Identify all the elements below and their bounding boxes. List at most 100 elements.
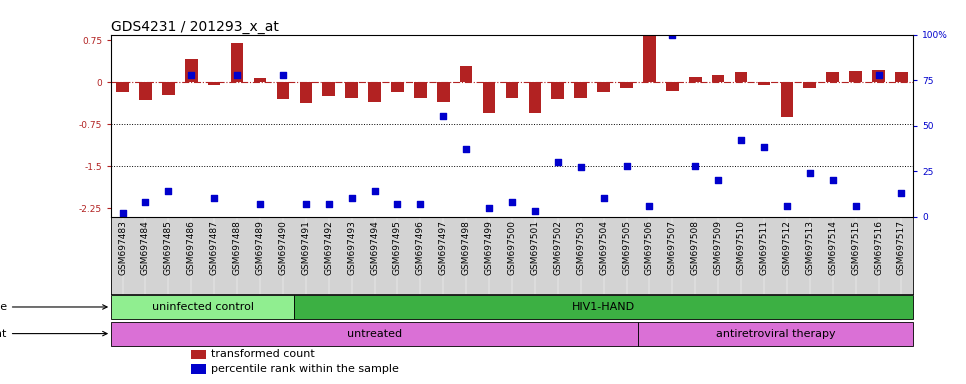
FancyBboxPatch shape	[111, 295, 295, 319]
Text: GSM697493: GSM697493	[347, 220, 356, 275]
Text: uninfected control: uninfected control	[152, 302, 254, 312]
Text: GSM697497: GSM697497	[439, 220, 448, 275]
Point	[780, 203, 795, 209]
Point	[275, 71, 291, 78]
Point	[298, 201, 314, 207]
Point	[207, 195, 222, 202]
Bar	[368, 82, 381, 103]
Text: GSM697494: GSM697494	[370, 220, 379, 275]
FancyBboxPatch shape	[111, 322, 638, 346]
Text: GSM697500: GSM697500	[507, 220, 517, 275]
Point	[825, 177, 840, 183]
Text: GSM697495: GSM697495	[393, 220, 402, 275]
Text: transformed count: transformed count	[212, 349, 315, 359]
Bar	[437, 82, 449, 103]
Bar	[139, 82, 152, 100]
Bar	[712, 76, 724, 82]
FancyBboxPatch shape	[295, 295, 913, 319]
Bar	[849, 71, 862, 82]
Text: GSM697484: GSM697484	[141, 220, 150, 275]
Point	[619, 162, 635, 169]
Text: GSM697486: GSM697486	[186, 220, 196, 275]
Point	[367, 188, 383, 194]
Text: GSM697501: GSM697501	[530, 220, 539, 275]
Text: GSM697513: GSM697513	[806, 220, 814, 275]
Bar	[804, 82, 816, 88]
Text: GSM697517: GSM697517	[896, 220, 906, 275]
Text: agent: agent	[0, 329, 107, 339]
Point	[733, 137, 749, 143]
Bar	[116, 82, 128, 92]
Point	[481, 204, 497, 210]
Text: GSM697488: GSM697488	[233, 220, 242, 275]
Point	[252, 201, 268, 207]
Bar	[191, 364, 206, 374]
Text: GSM697515: GSM697515	[851, 220, 860, 275]
Text: GSM697491: GSM697491	[301, 220, 310, 275]
Point	[573, 164, 588, 170]
Bar	[689, 76, 701, 82]
Bar	[643, 35, 656, 82]
Text: GSM697498: GSM697498	[462, 220, 470, 275]
Bar	[191, 349, 206, 359]
Point	[138, 199, 154, 205]
Bar	[414, 82, 427, 98]
Point	[389, 201, 405, 207]
Bar	[185, 59, 198, 82]
Bar	[460, 66, 472, 82]
Point	[160, 188, 176, 194]
Text: HIV1-HAND: HIV1-HAND	[572, 302, 636, 312]
Bar	[323, 82, 335, 96]
Text: percentile rank within the sample: percentile rank within the sample	[212, 364, 399, 374]
Point	[596, 195, 611, 202]
Point	[504, 199, 520, 205]
Text: GSM697487: GSM697487	[210, 220, 218, 275]
Text: GSM697511: GSM697511	[759, 220, 769, 275]
Point	[344, 195, 359, 202]
Text: antiretroviral therapy: antiretroviral therapy	[716, 329, 836, 339]
Point	[688, 162, 703, 169]
FancyBboxPatch shape	[638, 322, 913, 346]
Point	[184, 71, 199, 78]
Text: GSM697512: GSM697512	[782, 220, 791, 275]
Bar	[597, 82, 610, 92]
Text: GSM697485: GSM697485	[164, 220, 173, 275]
Point	[115, 210, 130, 216]
Point	[848, 203, 864, 209]
Point	[802, 170, 817, 176]
Text: GSM697505: GSM697505	[622, 220, 631, 275]
Text: GSM697504: GSM697504	[599, 220, 609, 275]
Bar	[276, 82, 289, 99]
Bar	[505, 82, 519, 98]
Bar	[345, 82, 358, 98]
Point	[641, 203, 657, 209]
Bar	[391, 82, 404, 92]
Bar	[528, 82, 541, 113]
Text: GSM697483: GSM697483	[118, 220, 128, 275]
Text: GSM697510: GSM697510	[736, 220, 746, 275]
Bar	[254, 78, 267, 82]
Text: GSM697506: GSM697506	[645, 220, 654, 275]
Text: GSM697489: GSM697489	[255, 220, 265, 275]
Bar	[895, 72, 908, 82]
Bar	[575, 82, 587, 98]
Bar	[299, 82, 312, 103]
Text: GSM697516: GSM697516	[874, 220, 883, 275]
Point	[321, 201, 336, 207]
Text: GSM697502: GSM697502	[554, 220, 562, 275]
Point	[710, 177, 725, 183]
Point	[550, 159, 565, 165]
Text: GSM697496: GSM697496	[415, 220, 425, 275]
Text: untreated: untreated	[347, 329, 402, 339]
Bar	[872, 70, 885, 82]
Point	[756, 144, 772, 151]
Point	[436, 113, 451, 119]
Text: disease state: disease state	[0, 302, 107, 312]
Point	[870, 71, 886, 78]
Bar	[208, 82, 220, 85]
Point	[665, 31, 680, 38]
Text: GSM697509: GSM697509	[714, 220, 723, 275]
Bar	[231, 43, 243, 82]
Point	[527, 208, 543, 214]
Bar	[620, 82, 633, 88]
